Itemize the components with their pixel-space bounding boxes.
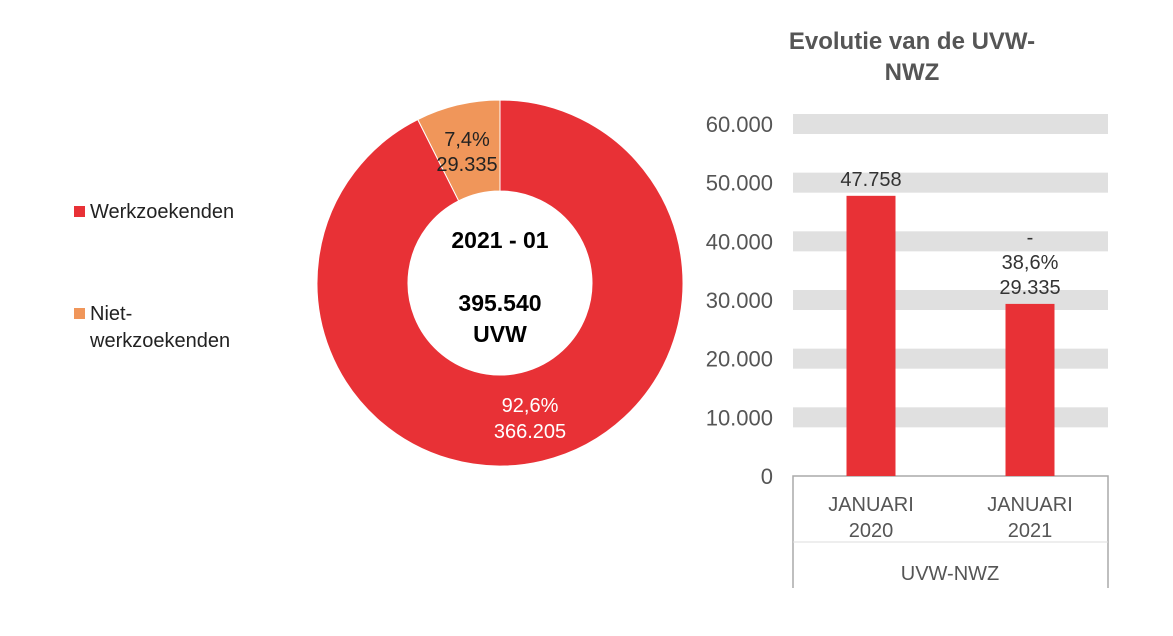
y-tick-label: 60.000 — [706, 112, 773, 137]
x-group-label: UVW-NWZ — [901, 563, 1000, 585]
x-tick-label-0: JANUARI — [828, 494, 914, 516]
y-tick-label: 30.000 — [706, 288, 773, 313]
bar-1 — [1005, 303, 1055, 476]
bar-data-label-0: 47.758 — [840, 169, 901, 191]
donut-slice-0 — [316, 99, 684, 467]
slice-label-value-werkzoekenden: 366.205 — [494, 421, 566, 443]
bar-data-label-1: 29.335 — [999, 277, 1060, 299]
legend-swatch-niet-werkzoekenden — [74, 308, 85, 319]
bar-data-label-1: - — [1027, 227, 1034, 249]
bar-chart-title-line2: NWZ — [885, 59, 940, 86]
y-tick-label: 0 — [761, 464, 773, 489]
gridline-3 — [793, 290, 1108, 310]
y-tick-label: 50.000 — [706, 171, 773, 196]
y-tick-label: 40.000 — [706, 229, 773, 254]
bar-data-label-1: 38,6% — [1002, 252, 1059, 274]
slice-label-percent-niet-werkzoekenden: 7,4% — [444, 129, 490, 151]
donut-center-unit: UVW — [473, 321, 527, 347]
legend-swatch-werkzoekenden — [74, 206, 85, 217]
donut-center-period: 2021 - 01 — [451, 227, 548, 253]
x-tick-label-1: JANUARI — [987, 494, 1073, 516]
gridline-5 — [793, 172, 1108, 193]
x-axis-box — [792, 475, 1109, 588]
gridline-2 — [793, 348, 1108, 369]
slice-label-percent-werkzoekenden: 92,6% — [502, 395, 559, 417]
bar-0 — [846, 195, 896, 476]
donut-center-total: 395.540 — [458, 290, 541, 316]
x-tick-label-0: 2020 — [849, 520, 894, 542]
slice-label-value-niet-werkzoekenden: 29.335 — [436, 154, 497, 176]
gridline-1 — [793, 407, 1108, 428]
legend-label-niet-werkzoekenden-line1: Niet- — [90, 303, 132, 325]
legend-label-niet-werkzoekenden-line2: werkzoekenden — [89, 330, 230, 352]
donut-slice-1 — [417, 99, 501, 202]
y-tick-label: 10.000 — [706, 405, 773, 430]
bar-chart-title-line1: Evolutie van de UVW- — [789, 28, 1035, 55]
legend-label-werkzoekenden: Werkzoekenden — [90, 201, 234, 223]
gridline-6 — [793, 114, 1108, 134]
gridline-4 — [793, 231, 1108, 252]
x-tick-label-1: 2021 — [1008, 520, 1053, 542]
y-tick-label: 20.000 — [706, 347, 773, 372]
